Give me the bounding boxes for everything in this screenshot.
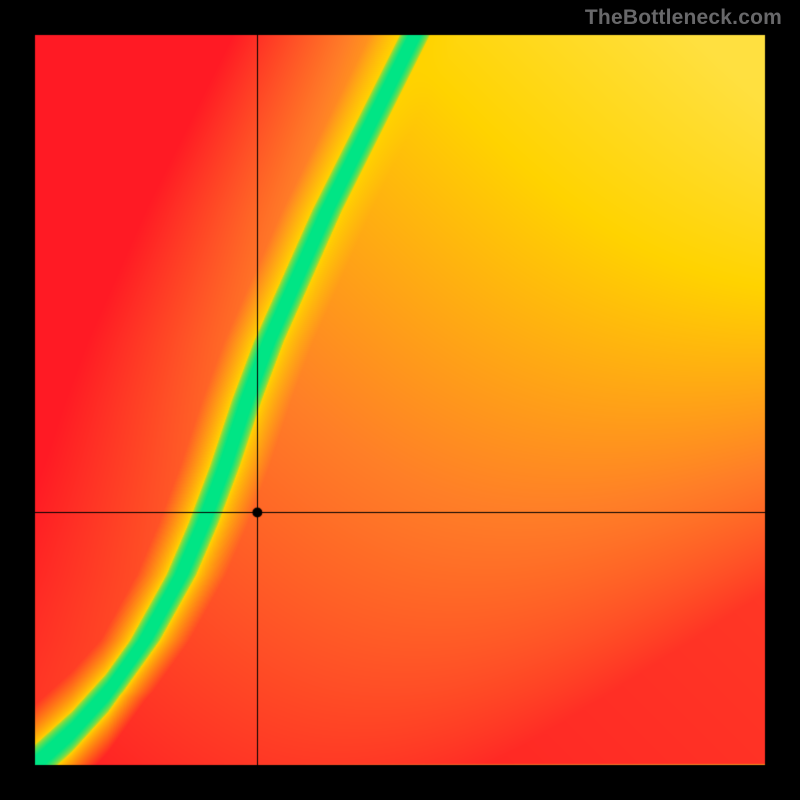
chart-container: TheBottleneck.com [0,0,800,800]
heatmap-canvas [0,0,800,800]
watermark-text: TheBottleneck.com [585,6,782,30]
